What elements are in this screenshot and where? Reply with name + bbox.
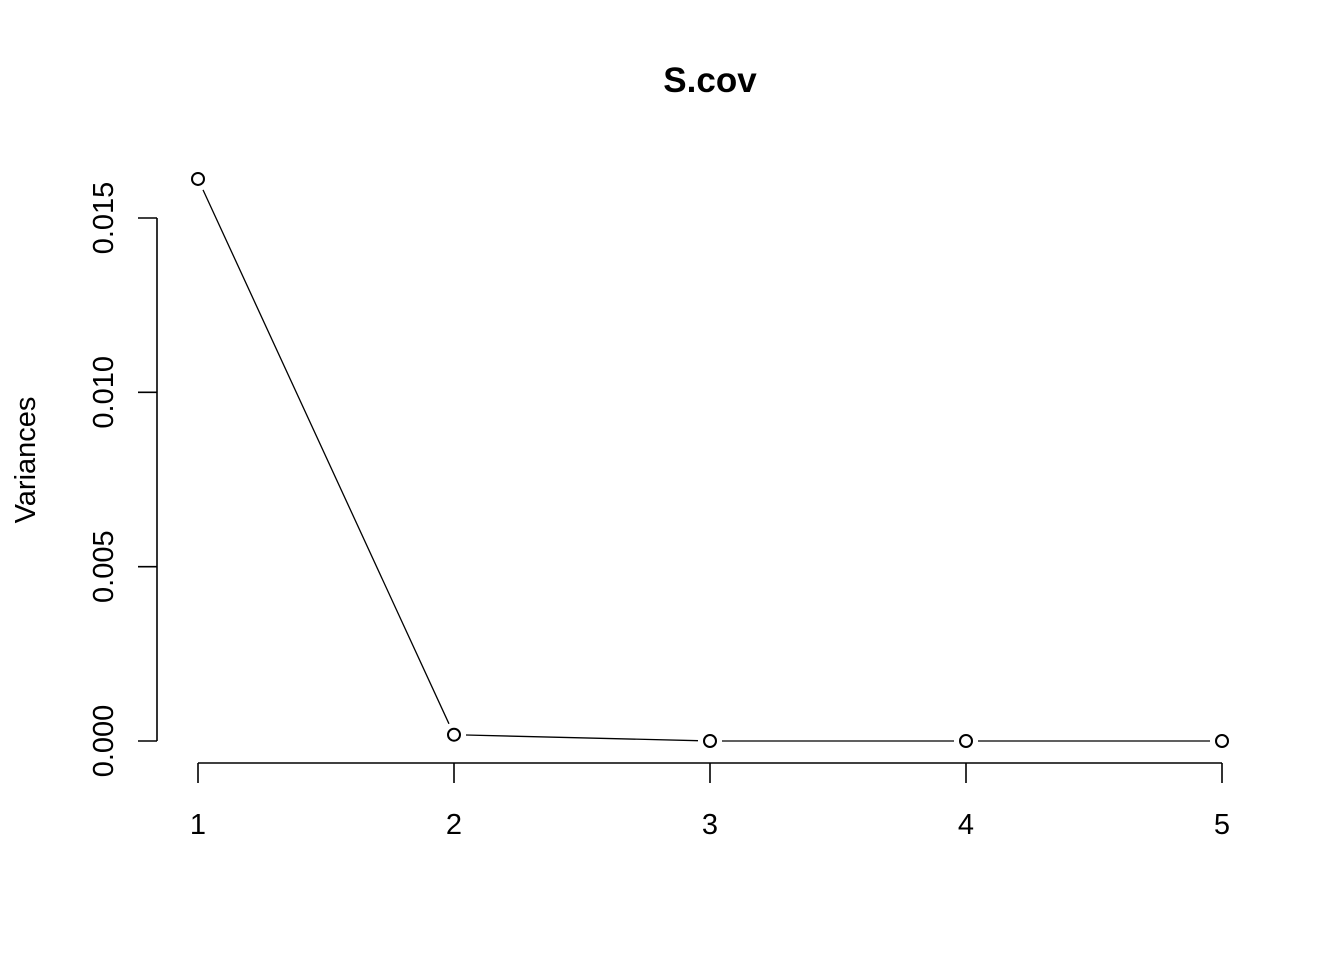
- y-tick-label: 0.000: [88, 705, 120, 778]
- x-tick-label: 2: [446, 809, 462, 841]
- y-axis-label: Variances: [10, 397, 42, 524]
- x-tick-label: 5: [1214, 809, 1230, 841]
- data-point: [1215, 734, 1229, 748]
- y-tick-label: 0.010: [88, 356, 120, 429]
- x-axis-ticks: 1 2 3 4 5: [190, 763, 1230, 841]
- y-axis-ticks: 0.000 0.005 0.010 0.015: [88, 182, 157, 778]
- x-tick-label: 4: [958, 809, 974, 841]
- x-tick-label: 3: [702, 809, 718, 841]
- variance-series: [191, 171, 1229, 748]
- chart-title: S.cov: [663, 61, 757, 100]
- series-line-segment: [465, 734, 699, 742]
- data-point: [959, 734, 973, 748]
- series-line-segment: [202, 189, 450, 725]
- x-tick-label: 1: [190, 809, 206, 841]
- y-tick-label: 0.005: [88, 530, 120, 603]
- data-point: [703, 734, 717, 748]
- data-point: [447, 727, 461, 742]
- y-tick-label: 0.015: [88, 182, 120, 255]
- data-point: [191, 171, 205, 186]
